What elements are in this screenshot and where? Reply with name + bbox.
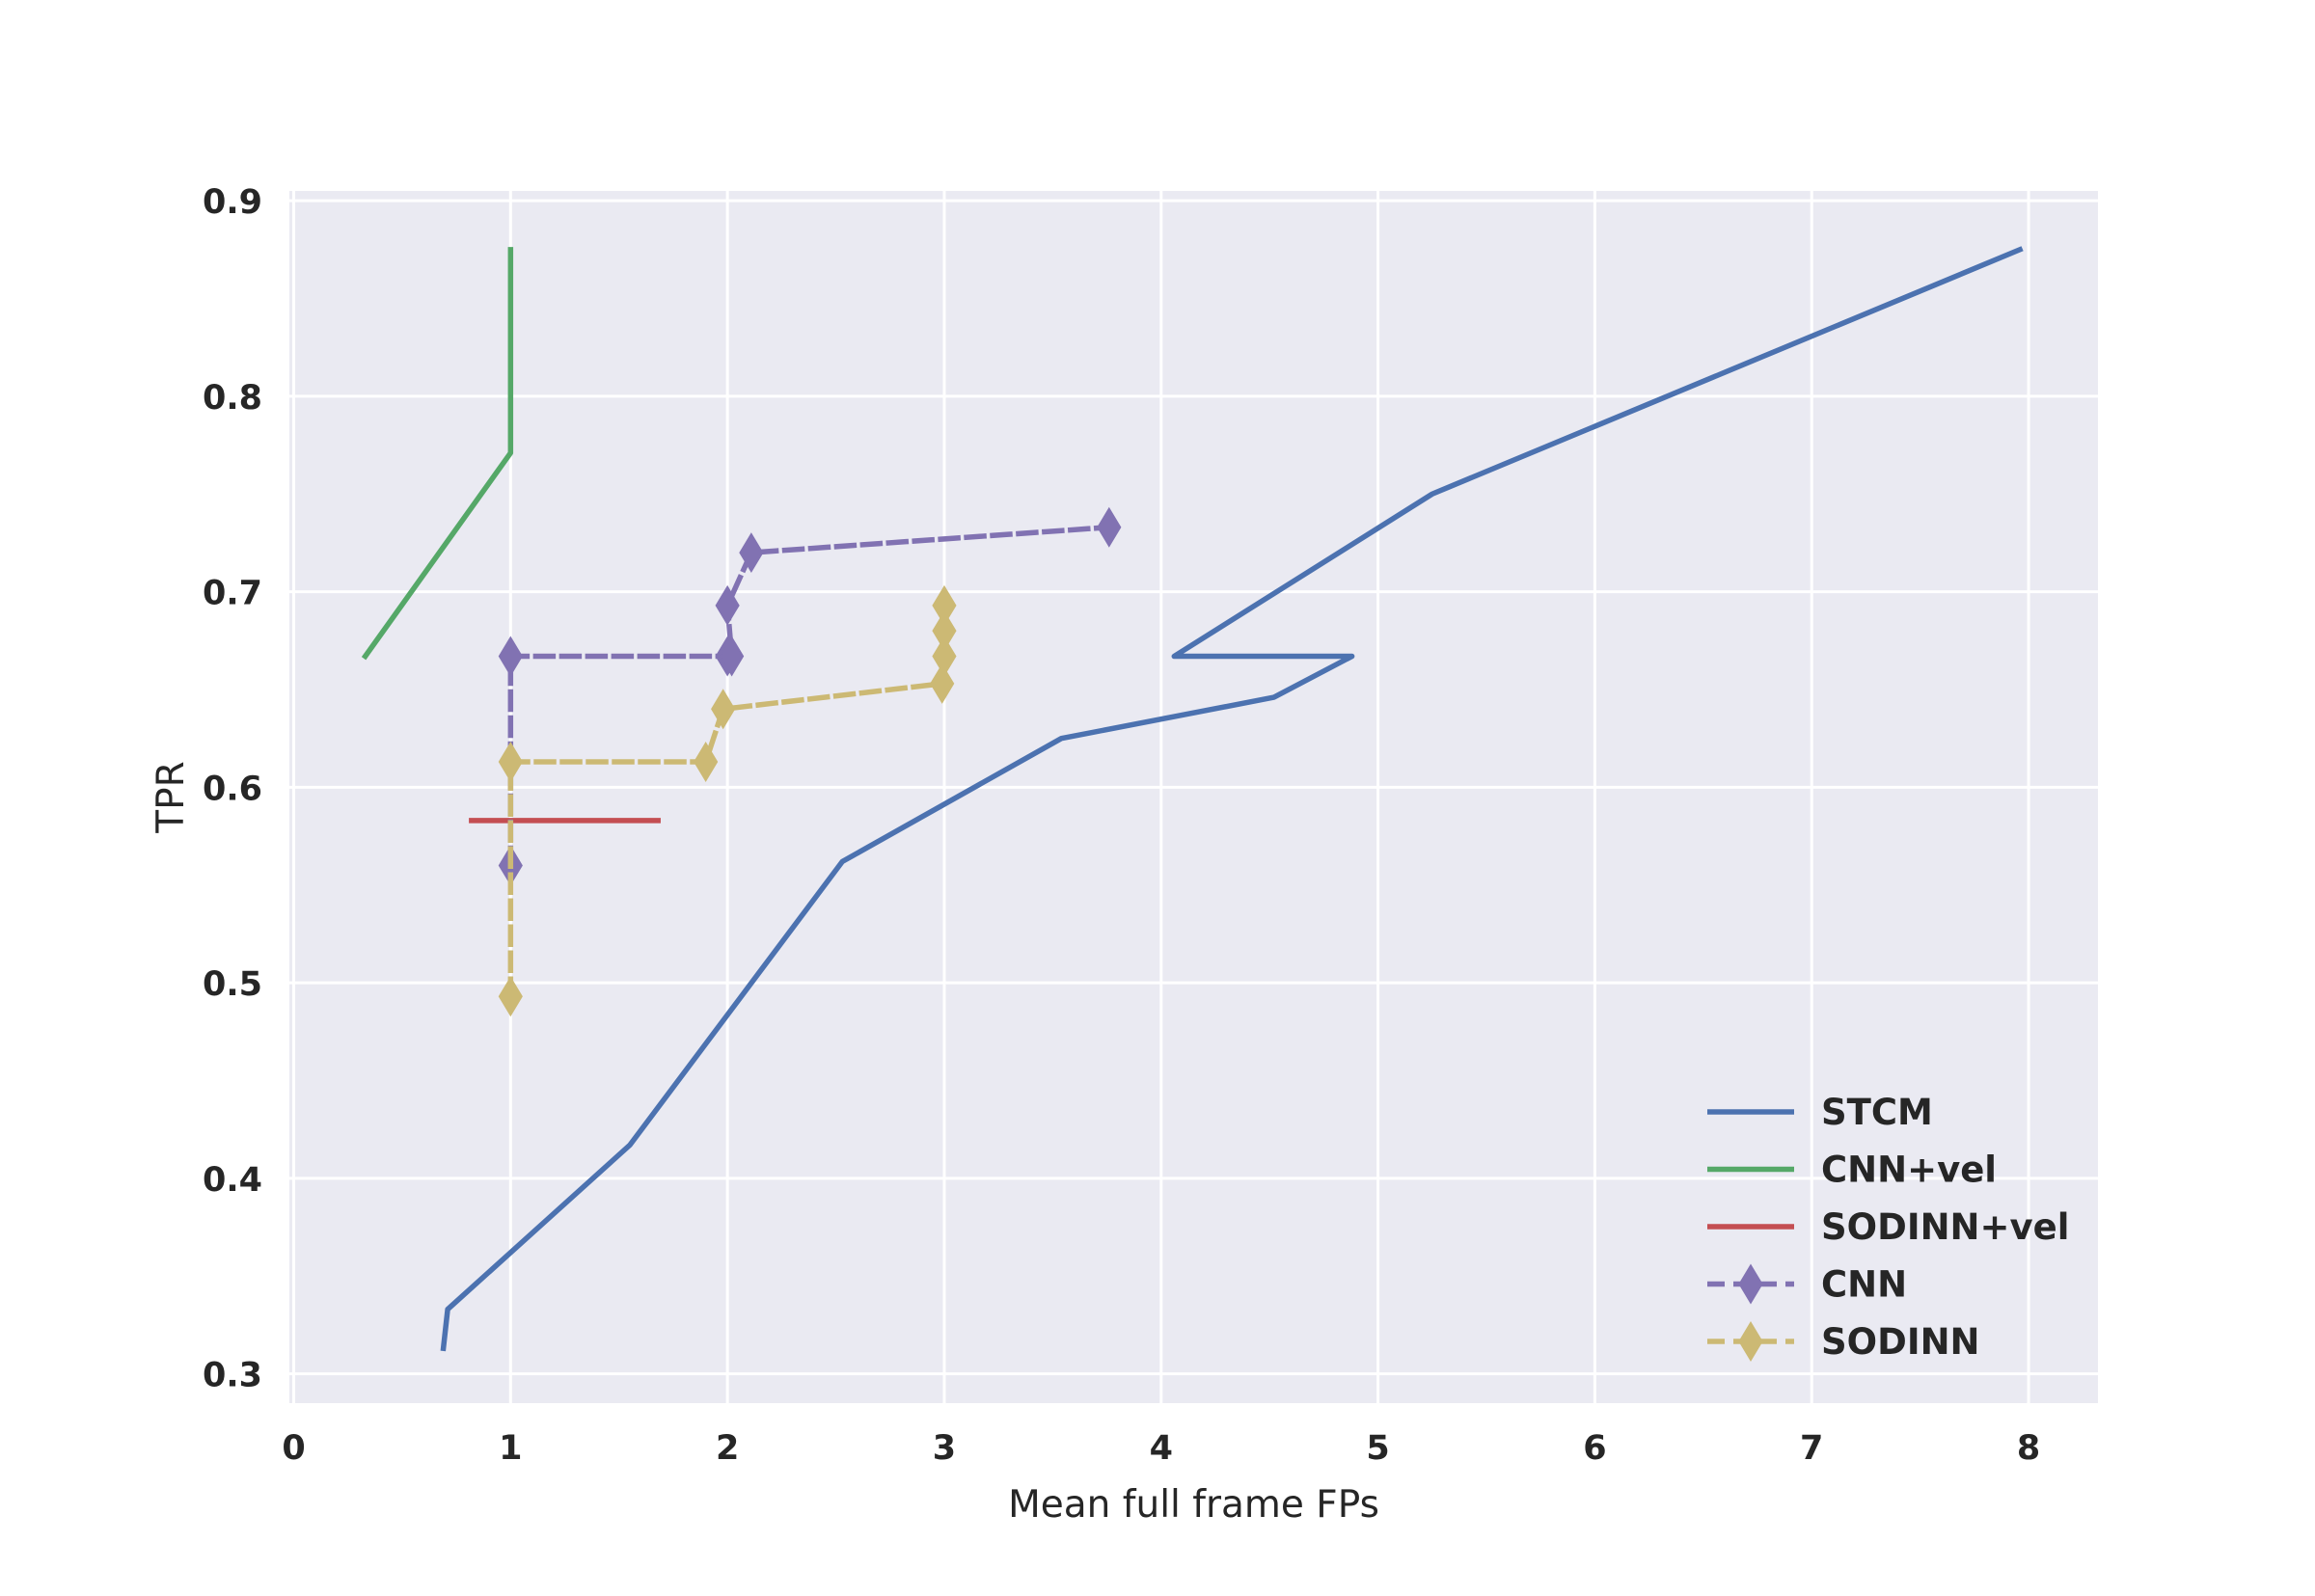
x-tick-label: 4 — [1150, 1429, 1173, 1468]
series-line-cnn-vel — [361, 247, 514, 661]
data-point-cnn — [739, 532, 764, 574]
series-cnn-vel — [361, 247, 514, 661]
data-point-sodinn — [711, 689, 736, 730]
data-point-sodinn — [498, 742, 523, 782]
x-tick-label: 8 — [2017, 1429, 2040, 1468]
x-tick-label: 3 — [933, 1429, 956, 1468]
y-tick-label: 0.5 — [203, 965, 262, 1004]
series-sodinn — [498, 584, 957, 1017]
data-point-sodinn — [932, 636, 957, 677]
data-point-sodinn — [498, 976, 523, 1017]
legend-entry-sodinn: SODINN — [1707, 1321, 1980, 1363]
x-tick-label: 0 — [282, 1429, 305, 1468]
y-tick-label: 0.4 — [203, 1161, 262, 1200]
grid — [289, 191, 2098, 1403]
legend-entry-stcm: STCM — [1707, 1092, 1933, 1133]
data-point-cnn — [715, 584, 740, 626]
data-point-cnn — [720, 636, 745, 677]
y-tick-label: 0.9 — [203, 183, 262, 222]
legend-entry-cnn: CNN — [1707, 1264, 1907, 1306]
legend-entry-cnn-vel: CNN+vel — [1707, 1150, 1997, 1191]
series-line-stcm — [440, 246, 2024, 1352]
legend-marker-sodinn — [1738, 1321, 1763, 1362]
legend-label-sodinn-vel: SODINN+vel — [1821, 1206, 2069, 1248]
legend-label-cnn: CNN — [1821, 1264, 1907, 1306]
data-point-cnn — [1097, 506, 1122, 548]
legend: STCM CNN+vel SODINN+vel CNN SODINN — [1707, 1092, 2069, 1363]
data-point-sodinn — [932, 610, 957, 652]
series-stcm — [440, 246, 2024, 1352]
data-point-cnn — [498, 636, 523, 677]
y-tick-label: 0.6 — [203, 770, 262, 808]
data-point-sodinn — [930, 663, 955, 704]
x-tick-label: 5 — [1366, 1429, 1389, 1468]
series-layer — [361, 246, 2024, 1352]
legend-entry-sodinn-vel: SODINN+vel — [1707, 1206, 2069, 1248]
y-tick-label: 0.3 — [203, 1357, 262, 1395]
y-axis-label: TPR — [150, 761, 193, 833]
x-tick-label: 2 — [716, 1429, 739, 1468]
tick-labels: 0 1 2 3 4 5 6 7 8 0.3 0.4 0.5 0.6 0.7 0.8 0.9 — [203, 183, 2040, 1468]
plot-background — [289, 191, 2098, 1403]
y-tick-label: 0.7 — [203, 575, 262, 613]
legend-marker-cnn — [1738, 1263, 1763, 1305]
legend-label-stcm: STCM — [1821, 1092, 1933, 1133]
data-point-sodinn — [932, 584, 957, 626]
x-tick-label: 1 — [499, 1429, 522, 1468]
x-tick-label: 6 — [1583, 1429, 1606, 1468]
data-point-sodinn — [694, 742, 719, 782]
legend-label-cnn-vel: CNN+vel — [1821, 1150, 1997, 1191]
y-tick-label: 0.8 — [203, 379, 262, 418]
x-axis-label: Mean full frame FPs — [1008, 1483, 1379, 1527]
legend-label-sodinn: SODINN — [1821, 1321, 1980, 1363]
x-tick-label: 7 — [1800, 1429, 1823, 1468]
